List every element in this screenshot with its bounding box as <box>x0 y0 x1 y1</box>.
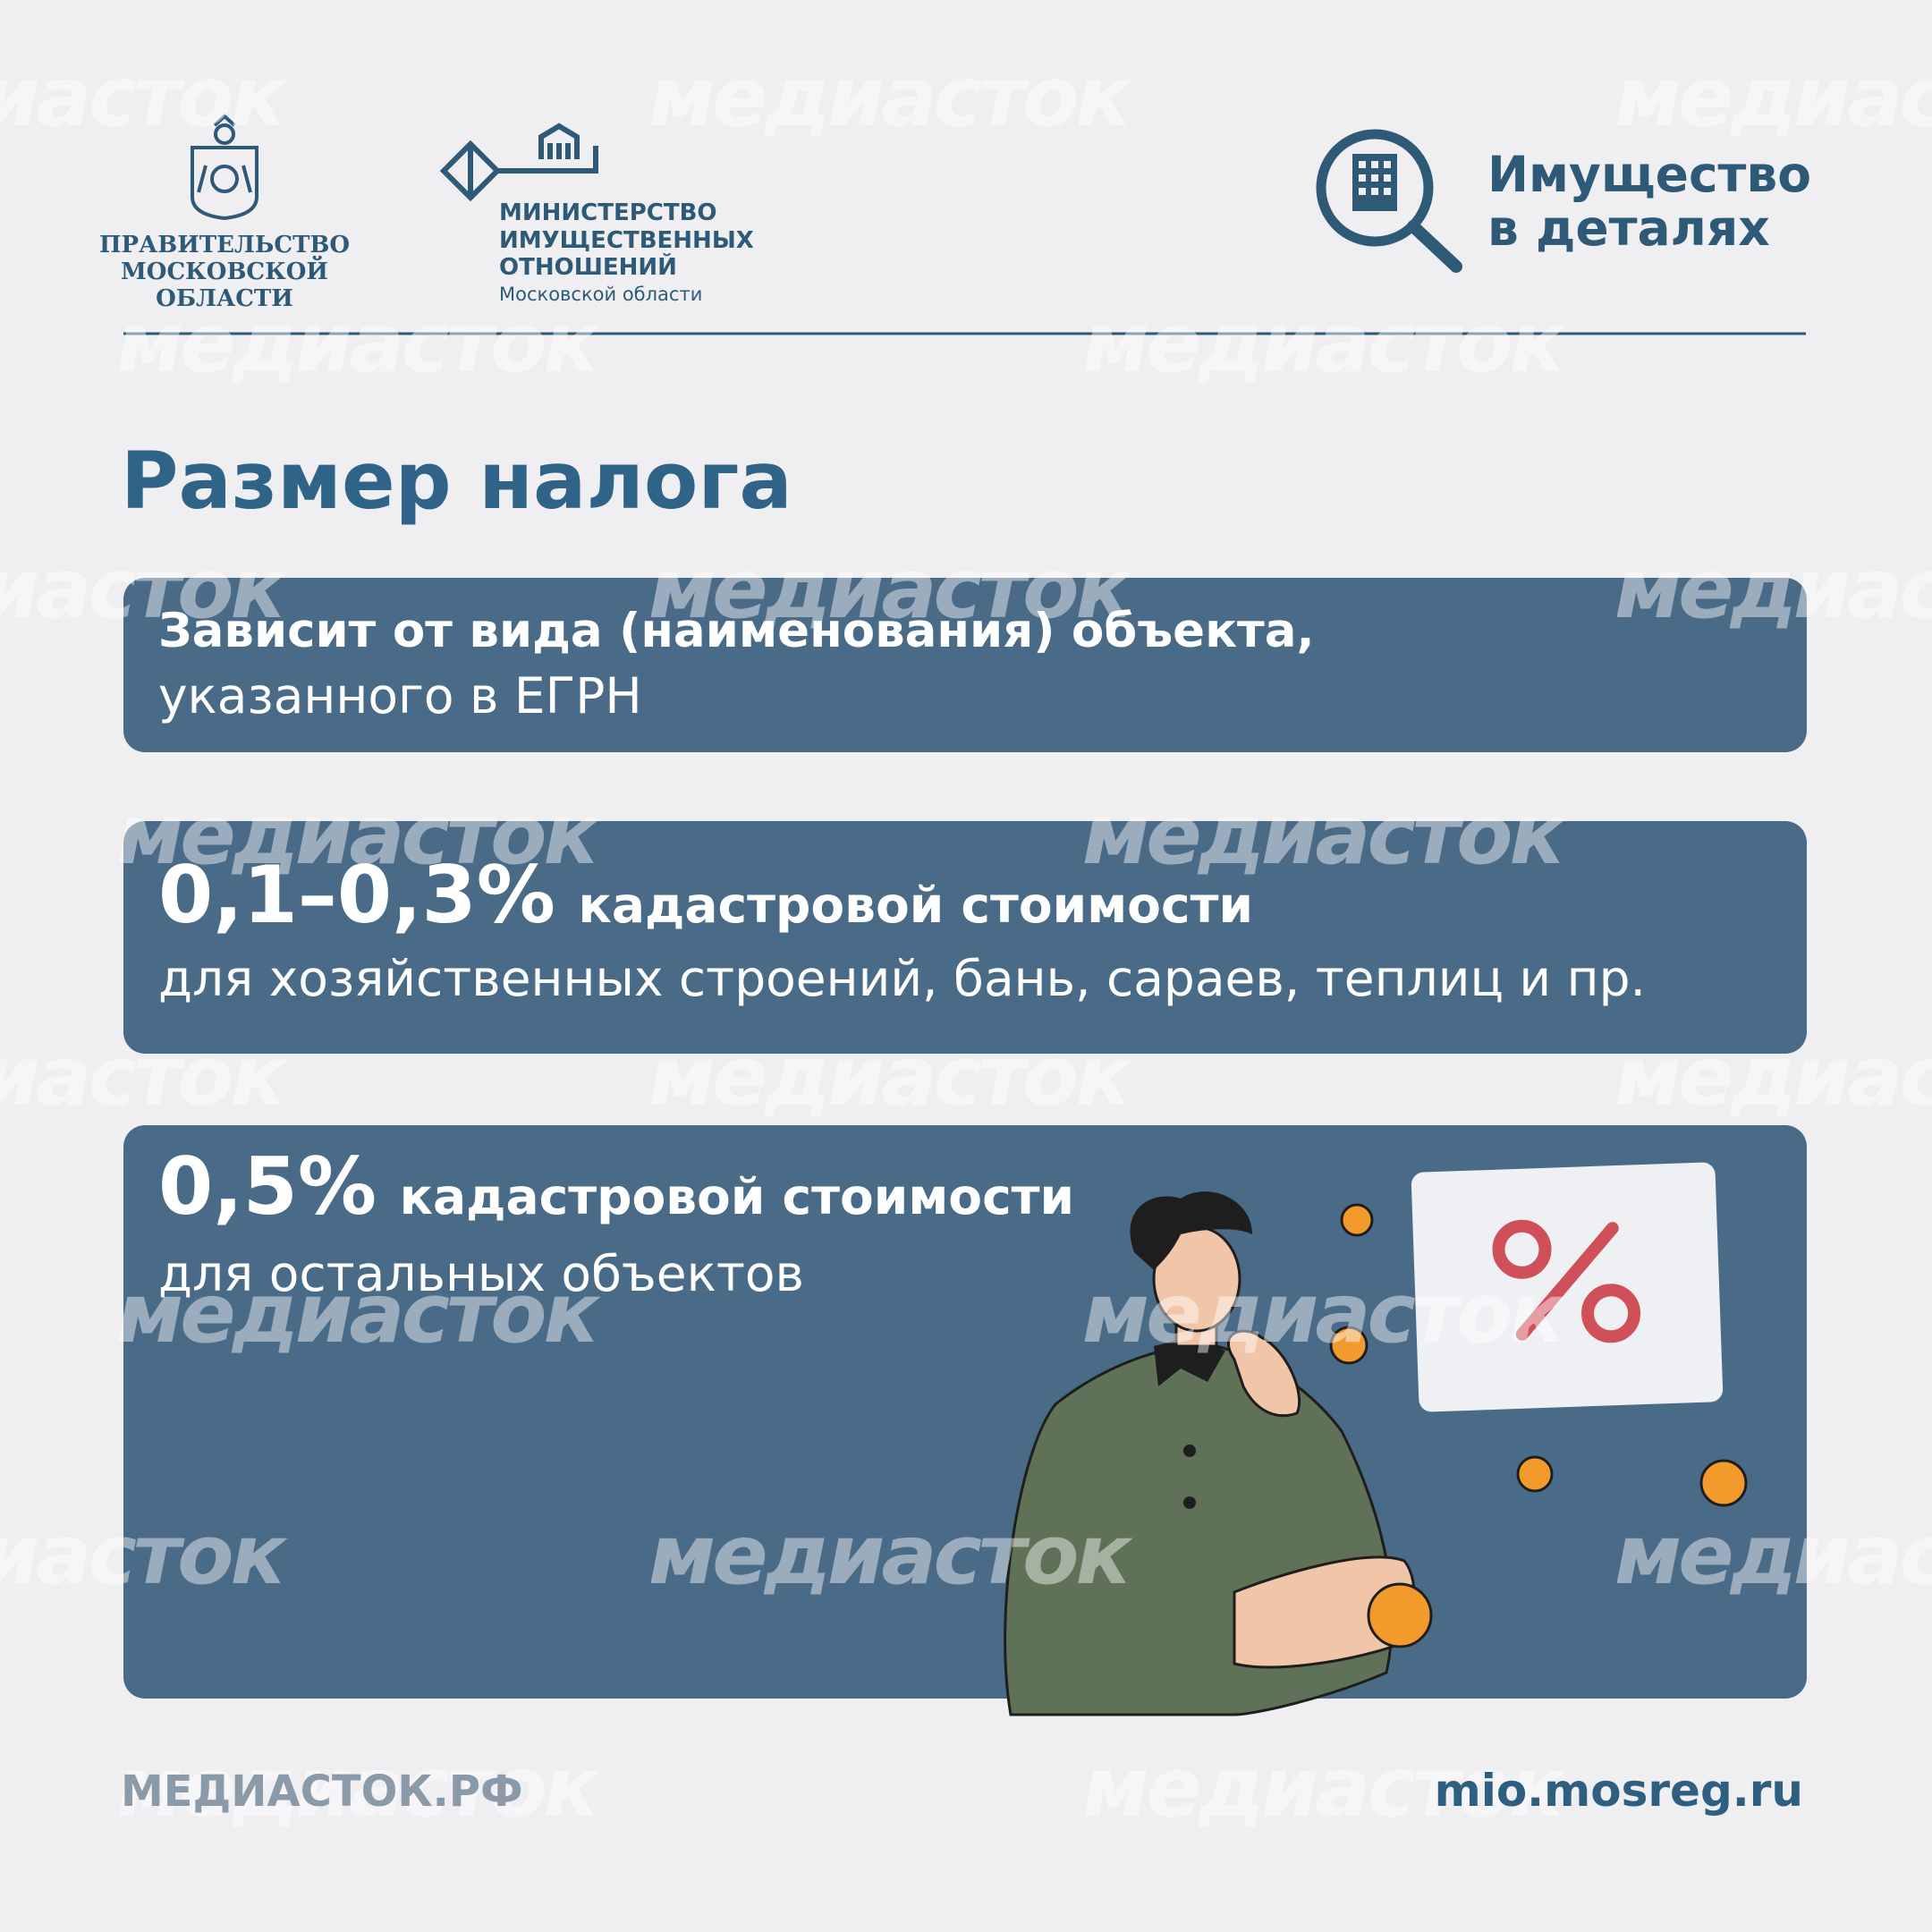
buttons <box>1183 1445 1196 1509</box>
card-rate: 0,1–0,3% <box>158 849 555 941</box>
gov-line: ПРАВИТЕЛЬСТВО <box>99 232 350 258</box>
government-crest <box>191 114 258 221</box>
card-rate: 0,5% <box>158 1140 377 1233</box>
watermark: медиасток <box>648 1029 1134 1124</box>
watermark: медиасток <box>1082 1740 1568 1835</box>
card <box>123 821 1807 1054</box>
watermark: медиасток <box>648 49 1134 145</box>
card-bold: Зависит от вида (наименования) объекта, <box>158 604 1315 658</box>
brand-line: Имущество <box>1487 146 1811 203</box>
ministry-line: МИНИСТЕРСТВО <box>499 199 717 226</box>
brand-name: Имущество в деталях <box>1487 146 1811 257</box>
coins <box>1329 1203 1748 1507</box>
gov-line: МОСКОВСКОЙ <box>121 256 328 285</box>
watermark: медиасток <box>1082 787 1568 883</box>
hair <box>1130 1191 1252 1270</box>
watermark: медиасток <box>0 49 289 145</box>
watermark: медиасток <box>1082 1266 1568 1361</box>
gov-line: ОБЛАСТИ <box>156 285 293 312</box>
card <box>123 578 1807 752</box>
collar <box>1154 1337 1225 1386</box>
card-text: для хозяйственных строений, бань, сараев… <box>158 950 1646 1007</box>
illustration <box>1004 1162 1748 1716</box>
page-title: Размер налога <box>121 435 792 527</box>
brand-line: в деталях <box>1487 199 1770 257</box>
watermark: медиасток <box>116 295 602 391</box>
watermark: медиасток <box>1614 49 1932 145</box>
watermark: медиасток <box>648 541 1134 637</box>
card-text: указанного в ЕГРН <box>158 667 642 724</box>
ministry-line: ИМУЩЕСТВЕННЫХ <box>499 227 754 254</box>
watermark: медиасток <box>1614 1029 1932 1124</box>
watermark: медиасток <box>1614 541 1932 637</box>
hand <box>1227 1329 1301 1418</box>
percent-card <box>1411 1162 1724 1412</box>
watermark: медиасток <box>0 1507 289 1603</box>
watermark: медиасток <box>116 1266 602 1361</box>
watermark: медиасток <box>116 787 602 883</box>
ministry-region: Московской области <box>499 284 702 305</box>
brand-icon <box>1316 129 1462 273</box>
footer-left: МЕДИАСТОК.РФ <box>121 1767 523 1817</box>
watermark: медиасток <box>0 1029 289 1124</box>
card-bold: кадастровой стоимости <box>400 1168 1074 1225</box>
watermarks: медиасток медиасток медиасток медиасток меди… <box>0 49 1932 1835</box>
watermark: медиасток <box>0 541 289 637</box>
card-heading: 0,5% кадастровой стоимости <box>158 1140 1074 1233</box>
card-bold: кадастровой стоимости <box>579 877 1253 934</box>
ministry-name: МИНИСТЕРСТВО ИМУЩЕСТВЕННЫХ ОТНОШЕНИЙ Мос… <box>499 199 754 305</box>
watermark: медиасток <box>116 1740 602 1835</box>
watermark: медиасток <box>648 1507 1134 1603</box>
watermark: медиасток <box>1614 1507 1932 1603</box>
footer-right: mio.mosreg.ru <box>1435 1765 1803 1817</box>
card-heading: 0,1–0,3% кадастровой стоимости <box>158 849 1253 941</box>
ministry-line: ОТНОШЕНИЙ <box>499 252 677 281</box>
government-name: ПРАВИТЕЛЬСТВО МОСКОВСКОЙ ОБЛАСТИ <box>99 232 350 312</box>
coin-in-hand <box>1367 1582 1433 1648</box>
ministry-logo <box>439 123 598 202</box>
watermark: медиасток <box>1082 295 1568 391</box>
card-text: для остальных объектов <box>158 1245 804 1302</box>
